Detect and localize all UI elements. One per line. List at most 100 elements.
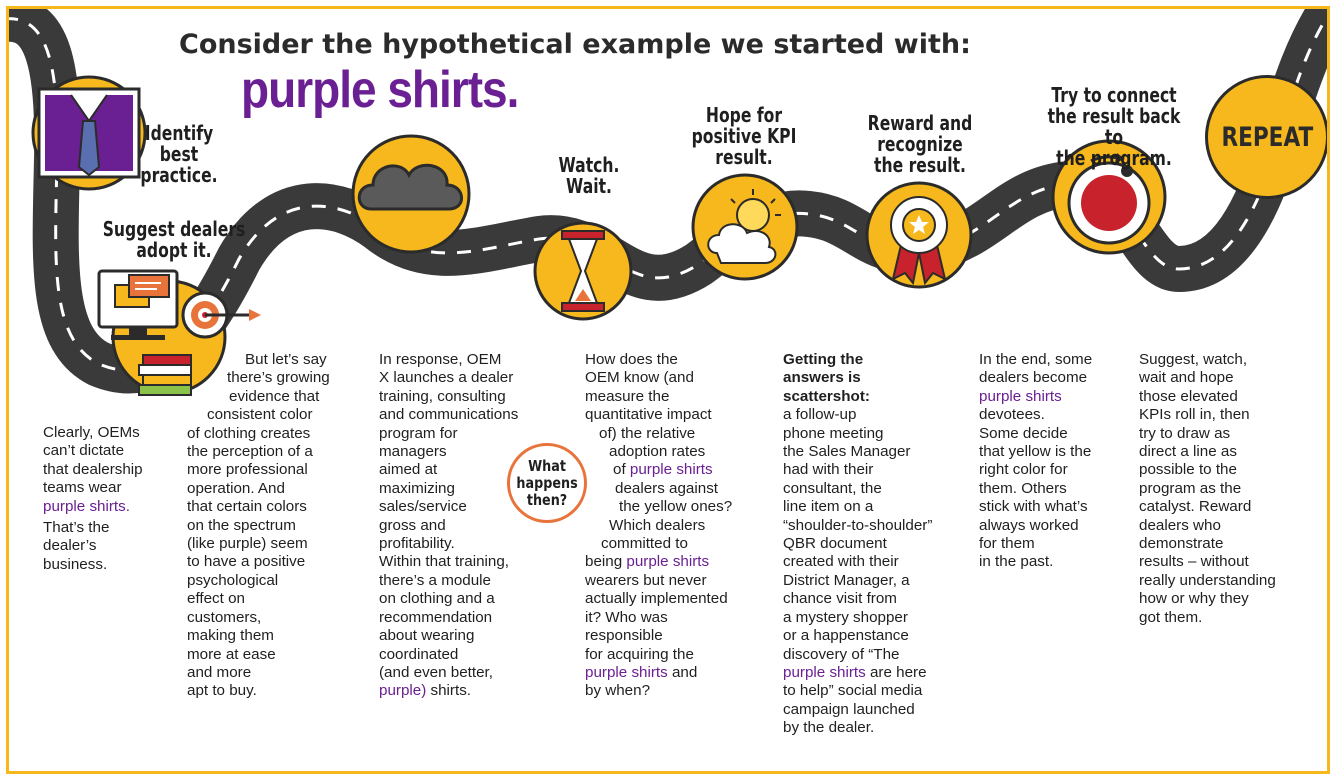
text-line: aimed at — [379, 461, 438, 479]
step-connect-label: Try to connect the result back to the pr… — [1047, 83, 1181, 170]
text-line: devotees. — [979, 406, 1045, 424]
text-line: How does the — [585, 351, 678, 368]
bold-text-line: Getting the — [783, 351, 864, 368]
text-line: the Sales Manager — [783, 443, 911, 461]
text-line: apt to buy. — [187, 682, 257, 700]
text-line: by when? — [585, 682, 651, 700]
purple-shirts-highlight: purple shirts — [783, 663, 866, 681]
purple-shirts-highlight: purple shirts — [626, 553, 710, 571]
repeat-label: REPEAT — [1221, 121, 1313, 153]
what-happens-label: What happens then? — [516, 456, 578, 509]
text-line: dealer’s — [43, 537, 97, 555]
text-line: purple shirts are here — [783, 664, 983, 682]
text-line: adoption rates — [609, 443, 706, 461]
text-line: the perception of a — [187, 443, 313, 461]
text-line: wearers but never — [585, 571, 707, 589]
text-line: consistent color — [207, 406, 313, 424]
award-ribbon-icon — [865, 181, 973, 289]
text-line: that dealership — [43, 460, 143, 478]
purple-shirts-highlight: purple shirts — [629, 461, 713, 479]
text-line: Some decide — [979, 424, 1068, 442]
text-line: of purple shirts — [585, 461, 785, 479]
text-line: Which dealers — [609, 516, 706, 534]
step-suggest-label: Suggest dealers adopt it. — [102, 217, 246, 262]
infographic-frame: Consider the hypothetical example we sta… — [6, 6, 1330, 774]
text-line: KPIs roll in, then — [1139, 406, 1250, 424]
purple-shirts-highlight: purple shirts. — [43, 497, 130, 515]
text-line: of) the relative — [599, 424, 696, 442]
text-line: and more — [187, 663, 252, 681]
text-line: Within that training, — [379, 553, 509, 571]
books-icon — [138, 354, 192, 396]
text-line: try to draw as — [1139, 424, 1231, 442]
text-line: Clearly, OEMs — [43, 424, 140, 441]
text-line: had with their — [783, 461, 874, 479]
text-line: effect on — [187, 590, 245, 608]
text-line: stick with what’s — [979, 498, 1088, 516]
bold-text-line: scattershot: — [783, 387, 870, 405]
timer-icon — [1051, 139, 1167, 255]
text-line: business. — [43, 555, 108, 573]
step-reward-label: Reward and recognize the result. — [867, 111, 973, 177]
text-line: evidence that — [229, 387, 320, 405]
text-line: phone meeting — [783, 424, 884, 442]
purple-shirts-title: purple shirts. — [241, 60, 519, 119]
purple-shirts-highlight: purple shirts — [585, 663, 668, 681]
text-line: dealers against — [615, 479, 719, 497]
text-line: In response, OEM — [379, 351, 502, 368]
column-6: In the end, some dealers become purple s… — [979, 351, 1139, 572]
text-line: for acquiring the — [585, 645, 694, 663]
text-line: right color for — [979, 461, 1068, 479]
text-line: chance visit from — [783, 590, 897, 608]
text-line: campaign launched — [783, 700, 915, 718]
target-arrow-icon — [181, 291, 261, 339]
text-line: the yellow ones? — [619, 498, 733, 516]
text-line: line item on a — [783, 498, 874, 516]
text-fragment: shirts. — [426, 682, 472, 700]
text-line: a mystery shopper — [783, 608, 908, 626]
text-line: dealers become — [979, 369, 1088, 387]
text-line: there’s a module — [379, 571, 492, 589]
text-line: can’t dictate — [43, 442, 125, 460]
text-line: program as the — [1139, 479, 1242, 497]
text-line: But let’s say — [245, 351, 327, 368]
text-line: program for — [379, 424, 458, 442]
text-fragment: being — [585, 553, 627, 571]
text-line: making them — [187, 627, 274, 645]
text-line: and communications — [379, 406, 519, 424]
text-line: purple) shirts. — [379, 682, 579, 700]
text-line: responsible — [585, 627, 663, 645]
sun-cloud-icon — [691, 173, 799, 281]
text-line: maximizing — [379, 479, 455, 497]
text-line: it? Who was — [585, 608, 668, 626]
text-line: consultant, the — [783, 479, 882, 497]
text-line: of clothing creates — [187, 424, 311, 442]
text-line: that certain colors — [187, 498, 307, 516]
purple-highlight: purple) — [379, 682, 427, 700]
text-line: actually implemented — [585, 590, 728, 608]
text-fragment: are here — [865, 663, 927, 681]
road-center-line — [9, 14, 1327, 372]
text-line: Suggest, watch, — [1139, 351, 1248, 368]
column-3: In response, OEM X launches a dealer tra… — [379, 351, 579, 701]
column-5: Getting the answers is scattershot: a fo… — [783, 351, 983, 738]
text-line: to have a positive — [187, 553, 306, 571]
text-line: how or why they — [1139, 590, 1249, 608]
text-fragment: of — [613, 461, 630, 479]
text-line: “shoulder-to-shoulder” — [783, 516, 933, 534]
text-fragment: and — [667, 663, 698, 681]
text-line: QBR document — [783, 535, 887, 553]
hourglass-icon — [533, 221, 633, 321]
text-line: (like purple) seem — [187, 535, 308, 553]
text-line: profitability. — [379, 535, 455, 553]
text-line: purple shirts and — [585, 664, 785, 682]
text-line: direct a line as — [1139, 443, 1237, 461]
purple-shirt-icon — [31, 75, 147, 191]
text-line: by the dealer. — [783, 719, 875, 737]
text-line: created with their — [783, 553, 899, 571]
text-line: that yellow is the — [979, 443, 1092, 461]
repeat-badge: REPEAT — [1205, 75, 1327, 199]
text-line: X launches a dealer — [379, 369, 514, 387]
column-2: But let’s say there’s growing evidence t… — [187, 351, 367, 701]
text-line: in the past. — [979, 553, 1054, 571]
